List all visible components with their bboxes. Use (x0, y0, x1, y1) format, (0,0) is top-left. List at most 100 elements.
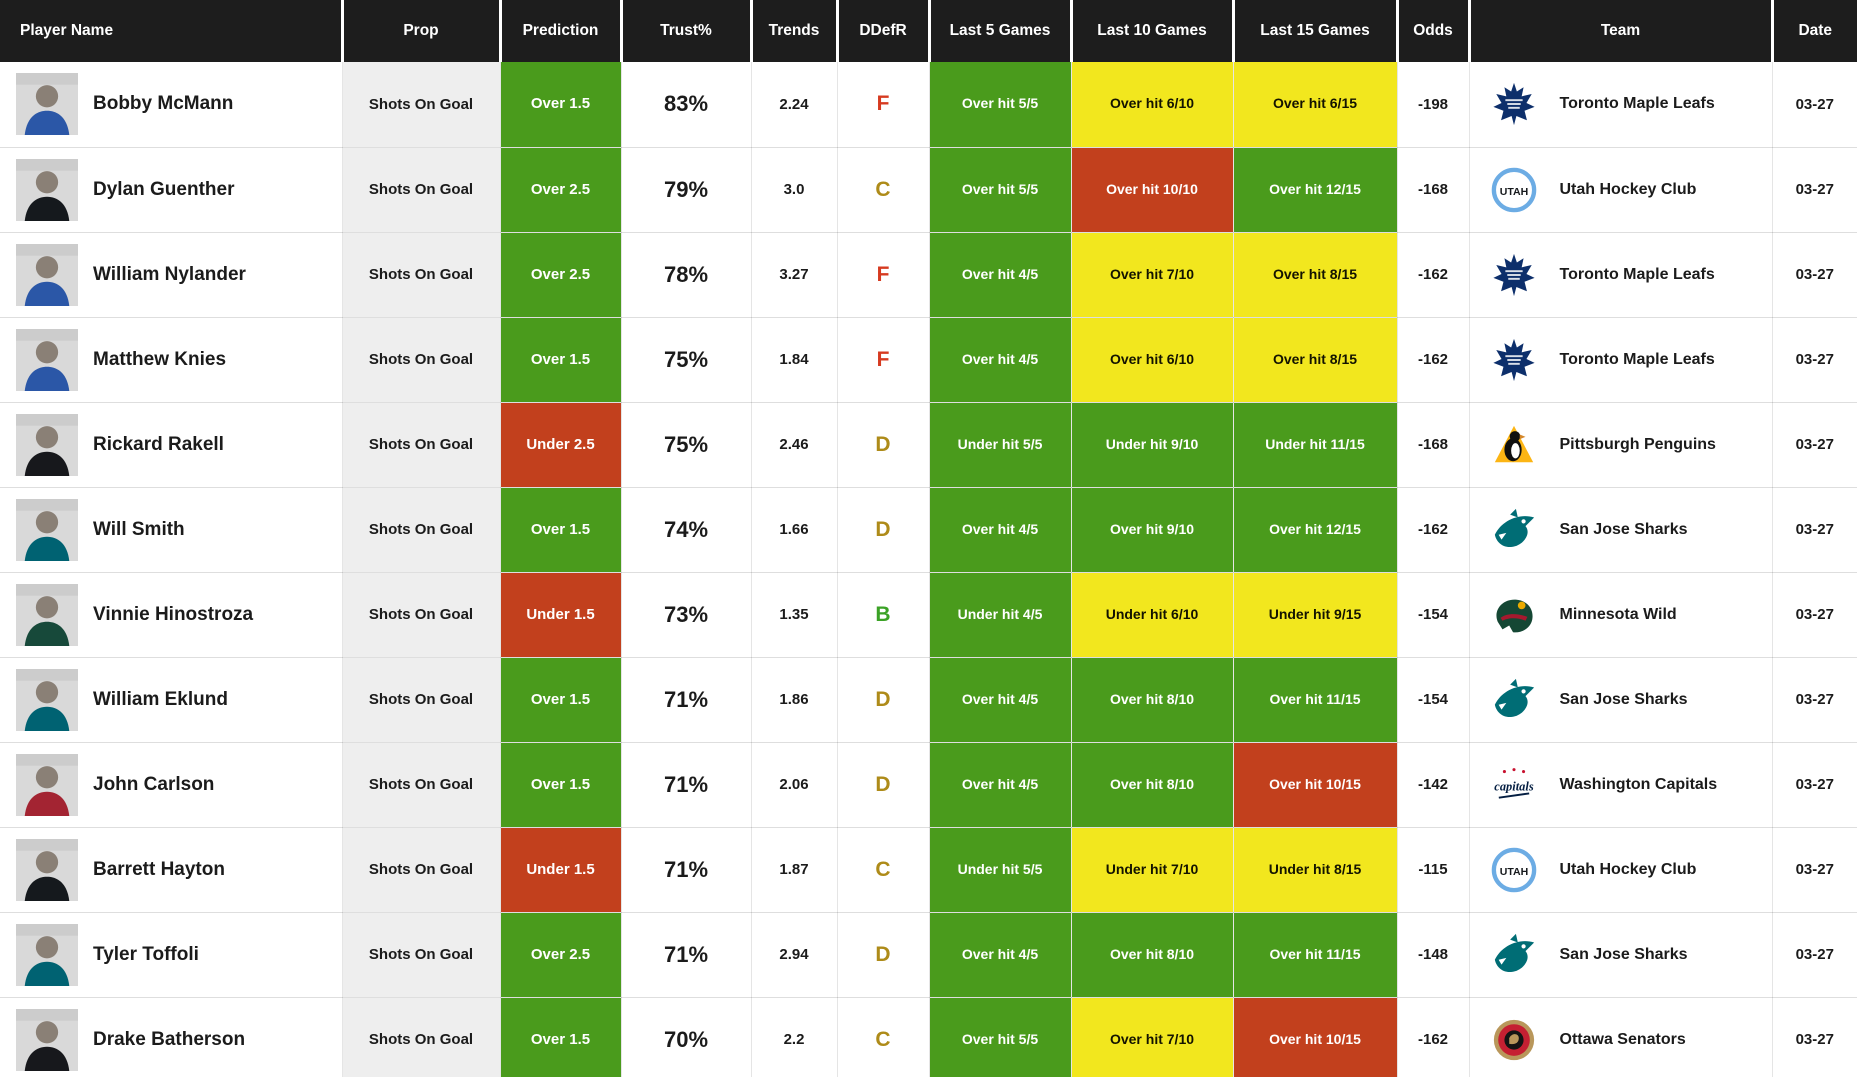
prediction-cell: Over 1.5 (500, 742, 622, 828)
last5-label: Under hit 5/5 (957, 435, 1043, 452)
prop-cell: Shots On Goal (342, 402, 501, 488)
utah-logo-icon: UTAH (1490, 166, 1538, 214)
date-value: 03-27 (1795, 351, 1834, 368)
trust-value: 75% (663, 431, 709, 457)
odds-cell: -162 (1397, 997, 1470, 1077)
last10-cell: Over hit 7/10 (1071, 232, 1234, 318)
trends-value: 2.24 (779, 95, 809, 113)
last10-label: Over hit 8/10 (1109, 775, 1195, 792)
sanjose-logo-icon (1490, 506, 1538, 554)
ddefr-grade: D (875, 772, 891, 796)
trends-value: 3.27 (779, 266, 809, 283)
team-name: San Jose Sharks (1559, 945, 1688, 963)
trends-cell: 1.84 (751, 317, 838, 403)
last10-label: Over hit 8/10 (1109, 690, 1195, 707)
player-photo (16, 243, 78, 306)
trends-value: 1.87 (779, 861, 809, 878)
ddefr-cell: F (837, 62, 930, 148)
prediction-cell: Over 2.5 (500, 232, 622, 318)
column-header-player[interactable]: Player Name (0, 0, 344, 62)
last10-label: Under hit 9/10 (1105, 435, 1199, 452)
last10-cell: Over hit 8/10 (1071, 742, 1234, 828)
player-name[interactable]: Vinnie Hinostroza (93, 603, 254, 625)
last5-cell: Over hit 5/5 (929, 997, 1072, 1077)
prediction-cell: Under 2.5 (500, 402, 622, 488)
column-header-trends[interactable]: Trends (751, 0, 839, 62)
team-wrap: UTAH Utah Hockey Club (1470, 166, 1772, 214)
table-row: William Eklund Shots On Goal Over 1.5 71% 1.… (0, 657, 1857, 743)
prediction-label: Over 2.5 (530, 945, 591, 963)
odds-value: -198 (1417, 95, 1449, 113)
date-value: 03-27 (1795, 1031, 1834, 1048)
team-wrap: UTAH Utah Hockey Club (1470, 846, 1772, 894)
last10-label: Over hit 7/10 (1109, 265, 1195, 282)
prop-cell: Shots On Goal (342, 657, 501, 743)
column-header-trust[interactable]: Trust% (621, 0, 753, 62)
column-header-last15[interactable]: Last 15 Games (1233, 0, 1399, 62)
trust-value: 71% (663, 856, 709, 882)
player-name[interactable]: Will Smith (93, 518, 185, 540)
player-name[interactable]: Barrett Hayton (93, 858, 225, 880)
trust-value: 70% (663, 1026, 709, 1052)
prediction-label: Over 1.5 (530, 95, 591, 113)
date-cell: 03-27 (1772, 62, 1857, 148)
last5-label: Over hit 4/5 (961, 520, 1039, 537)
player-wrap: Dylan Guenther (0, 158, 341, 221)
player-name[interactable]: John Carlson (93, 773, 215, 795)
svg-text:capitals: capitals (1494, 779, 1534, 793)
prop-cell: Shots On Goal (342, 147, 501, 233)
player-name[interactable]: Drake Batherson (93, 1028, 246, 1050)
last5-label: Over hit 5/5 (961, 1030, 1039, 1047)
team-cell: San Jose Sharks (1469, 487, 1773, 573)
last15-label: Over hit 6/15 (1272, 95, 1358, 112)
odds-value: -162 (1417, 1031, 1449, 1048)
last10-label: Under hit 7/10 (1105, 860, 1199, 877)
column-header-odds[interactable]: Odds (1397, 0, 1471, 62)
column-header-prediction[interactable]: Prediction (500, 0, 623, 62)
last5-label: Over hit 4/5 (961, 945, 1039, 962)
player-name[interactable]: Rickard Rakell (93, 433, 224, 455)
odds-value: -162 (1417, 266, 1449, 283)
last10-label: Over hit 9/10 (1109, 520, 1195, 537)
washington-logo-icon: capitals (1490, 761, 1538, 809)
column-header-last5[interactable]: Last 5 Games (929, 0, 1073, 62)
column-header-date[interactable]: Date (1772, 0, 1857, 62)
prediction-label: Over 2.5 (530, 180, 591, 198)
player-name[interactable]: William Eklund (93, 688, 228, 710)
player-name[interactable]: Tyler Toffoli (93, 943, 199, 965)
last15-cell: Over hit 11/15 (1233, 912, 1398, 998)
ddefr-grade: F (876, 92, 890, 116)
trust-value: 71% (663, 686, 709, 712)
player-name[interactable]: Bobby McMann (93, 93, 234, 115)
column-header-prop[interactable]: Prop (342, 0, 502, 62)
odds-cell: -168 (1397, 402, 1470, 488)
prop-label: Shots On Goal (368, 521, 474, 538)
column-header-team[interactable]: Team (1469, 0, 1774, 62)
trust-value: 71% (663, 771, 709, 797)
player-name[interactable]: Dylan Guenther (93, 178, 235, 200)
odds-value: -115 (1418, 861, 1448, 878)
player-wrap: Matthew Knies (0, 328, 341, 391)
team-cell: Ottawa Senators (1469, 997, 1773, 1077)
player-name[interactable]: Matthew Knies (93, 348, 227, 370)
column-header-ddefr[interactable]: DDefR (837, 0, 931, 62)
date-cell: 03-27 (1772, 232, 1857, 318)
player-photo (16, 413, 78, 476)
last15-cell: Under hit 8/15 (1233, 827, 1398, 913)
column-header-last10[interactable]: Last 10 Games (1071, 0, 1235, 62)
trust-cell: 71% (621, 912, 752, 998)
last5-label: Over hit 5/5 (961, 95, 1039, 112)
prop-cell: Shots On Goal (342, 912, 501, 998)
last5-cell: Over hit 5/5 (929, 147, 1072, 233)
date-value: 03-27 (1795, 436, 1834, 453)
team-name: Washington Capitals (1559, 775, 1718, 793)
date-value: 03-27 (1795, 521, 1834, 538)
team-wrap: capitals Washington Capitals (1470, 761, 1772, 809)
trends-value: 1.35 (779, 606, 809, 623)
odds-cell: -168 (1397, 147, 1470, 233)
date-cell: 03-27 (1772, 147, 1857, 233)
prop-label: Shots On Goal (368, 266, 474, 283)
date-value: 03-27 (1795, 606, 1834, 623)
player-name[interactable]: William Nylander (93, 263, 246, 285)
last15-cell: Over hit 6/15 (1233, 62, 1398, 148)
